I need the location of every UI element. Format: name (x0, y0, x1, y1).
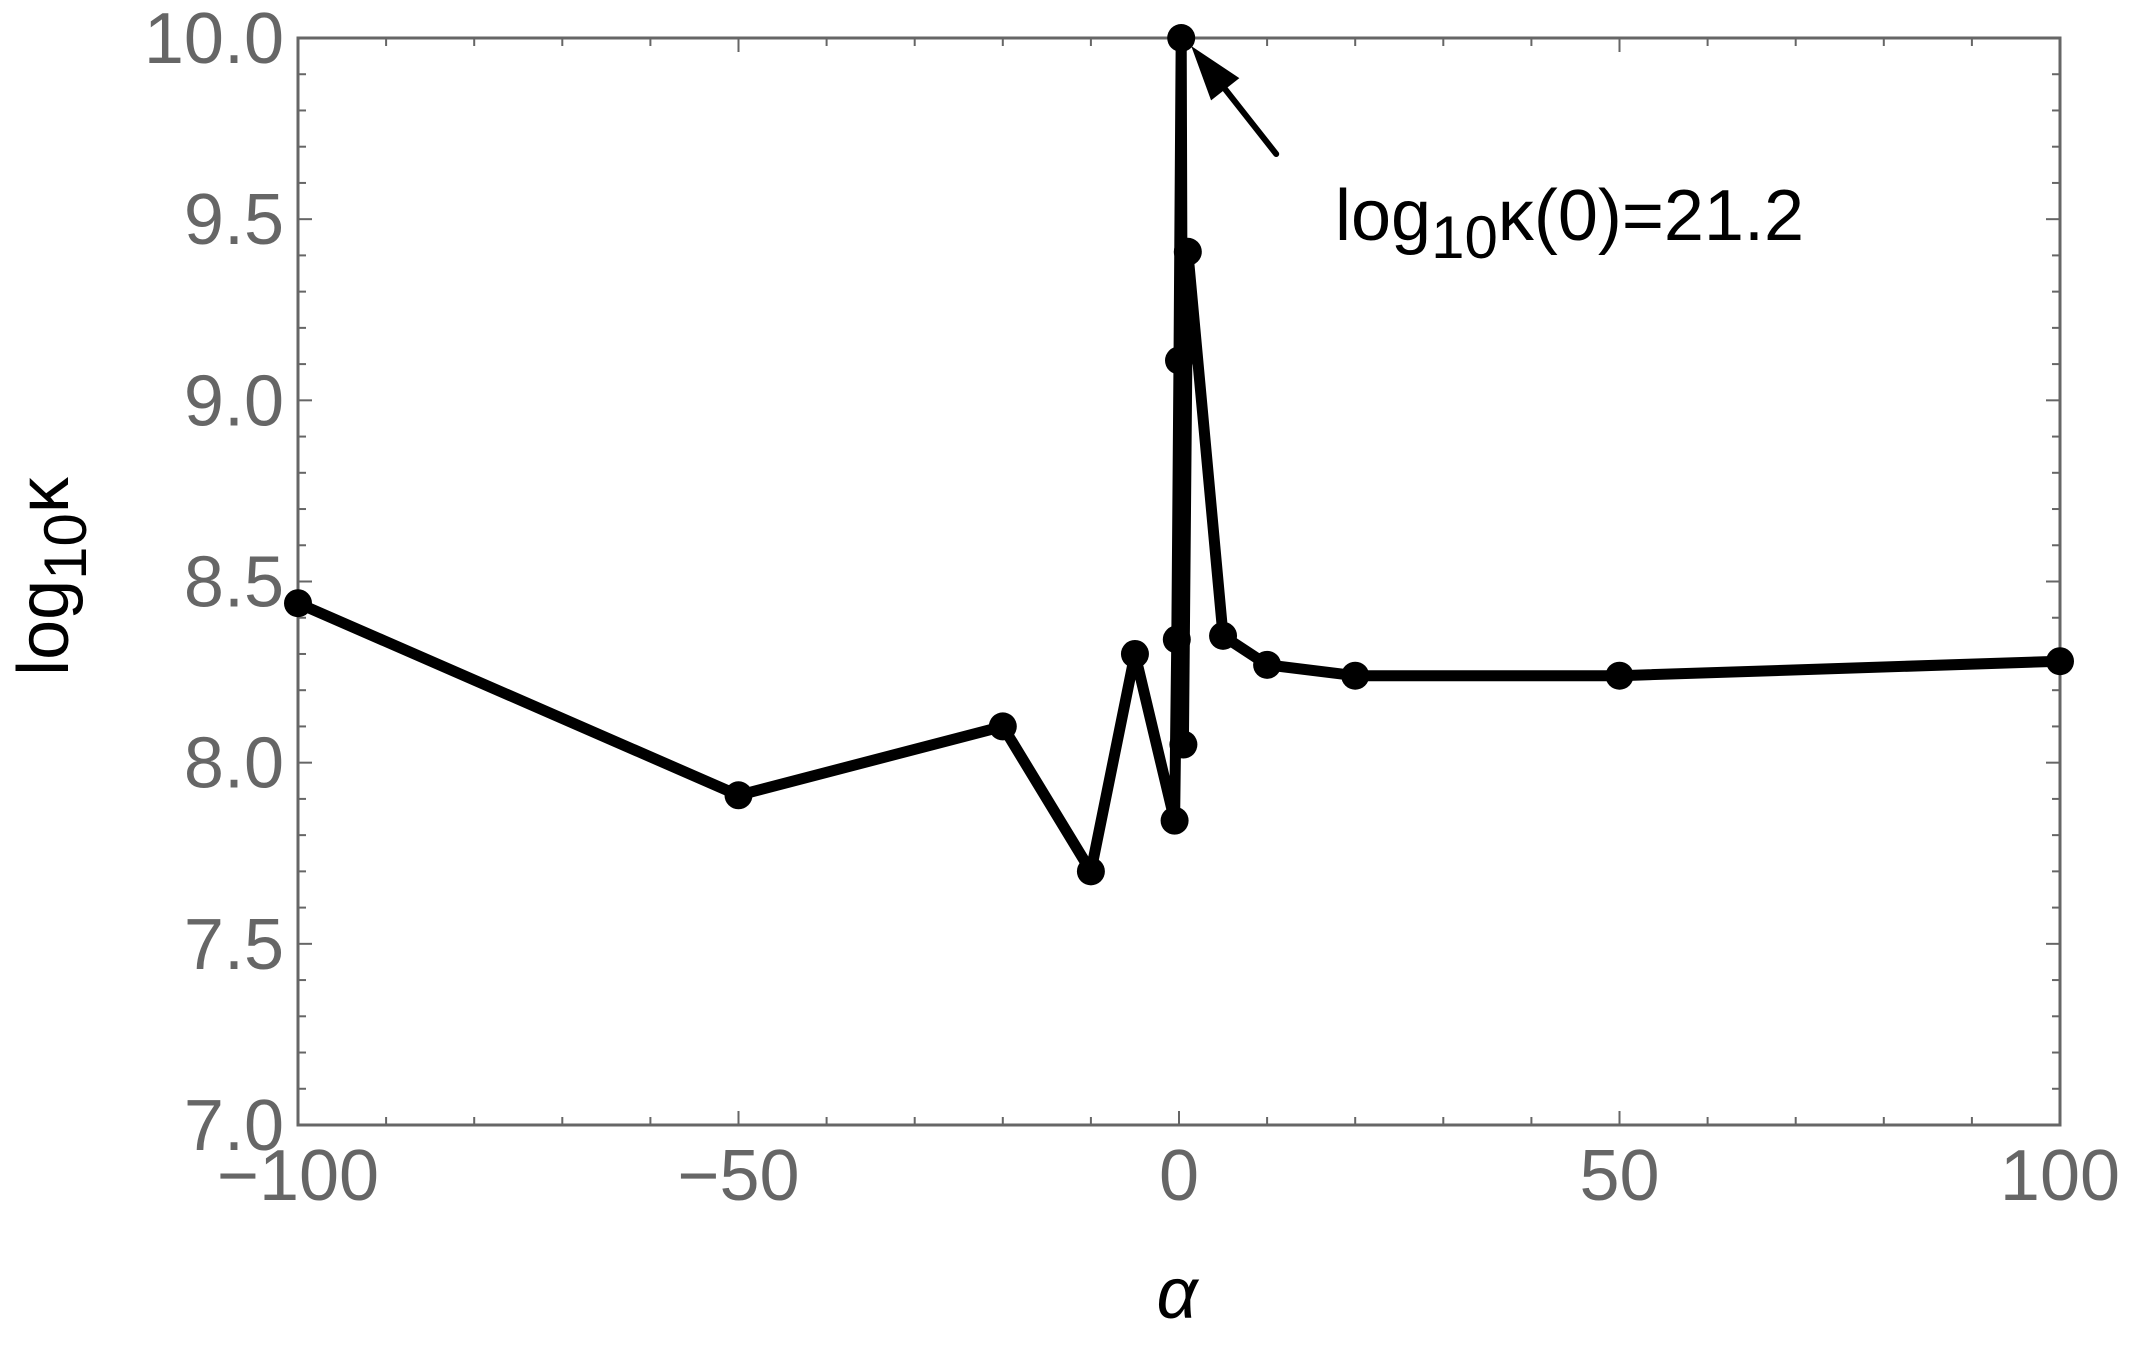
data-point (988, 712, 1017, 741)
annotation-label: log10κ(0)=21.2 (1335, 176, 1804, 271)
data-point (1167, 24, 1196, 52)
x-tick-label: 0 (1159, 1136, 1199, 1216)
y-tick-label: 8.0 (184, 724, 284, 804)
data-point (1605, 661, 1634, 690)
y-tick-label: 7.5 (184, 905, 284, 985)
x-axis-title: α (1156, 1254, 1199, 1334)
data-point (284, 589, 312, 618)
annotation-log: log (1335, 176, 1431, 256)
data-point (724, 781, 753, 810)
y-axis-title-subscript: 10 (32, 513, 99, 580)
annotation-subscript: 10 (1431, 204, 1498, 271)
annotation-group: log10κ(0)=21.2 (1191, 46, 1804, 271)
series-line (292, 32, 2066, 877)
y-tick-label: 10.0 (144, 0, 284, 79)
y-axis-title-symbol: κ (4, 476, 84, 513)
data-point (1253, 650, 1282, 679)
data-point (1173, 237, 1202, 266)
y-axis-title: log10κ (4, 476, 99, 676)
data-point (1341, 661, 1370, 690)
annotation-arrow (1222, 86, 1280, 157)
axis-titles-group: α log10κ (4, 476, 1199, 1334)
data-point (1076, 857, 1105, 886)
data-point (1165, 346, 1193, 375)
y-axis-title-log: log (4, 580, 84, 676)
data-point (1162, 625, 1191, 654)
axis-ticks-group: −100 −50 0 50 100 7.0 7.5 8.0 8.5 9.0 9.5 10.0 (144, 0, 2120, 1216)
y-tick-label: 7.0 (184, 1086, 284, 1166)
x-tick-label: 100 (2000, 1136, 2120, 1216)
y-tick-label: 9.5 (184, 180, 284, 260)
x-tick-label: −100 (217, 1136, 379, 1216)
y-tick-label: 9.0 (184, 361, 284, 441)
y-tick-label: 8.5 (184, 543, 284, 623)
annotation-rest: κ(0)=21.2 (1498, 176, 1804, 256)
series-group (284, 24, 2074, 886)
x-tick-label: 50 (1579, 1136, 1659, 1216)
x-tick-label: −50 (677, 1136, 799, 1216)
data-point (1209, 621, 1238, 650)
data-point (1120, 639, 1149, 668)
data-point (1169, 730, 1198, 759)
data-point (2046, 647, 2074, 676)
annotation-arrowhead (1191, 46, 1240, 101)
data-point (1160, 806, 1189, 835)
